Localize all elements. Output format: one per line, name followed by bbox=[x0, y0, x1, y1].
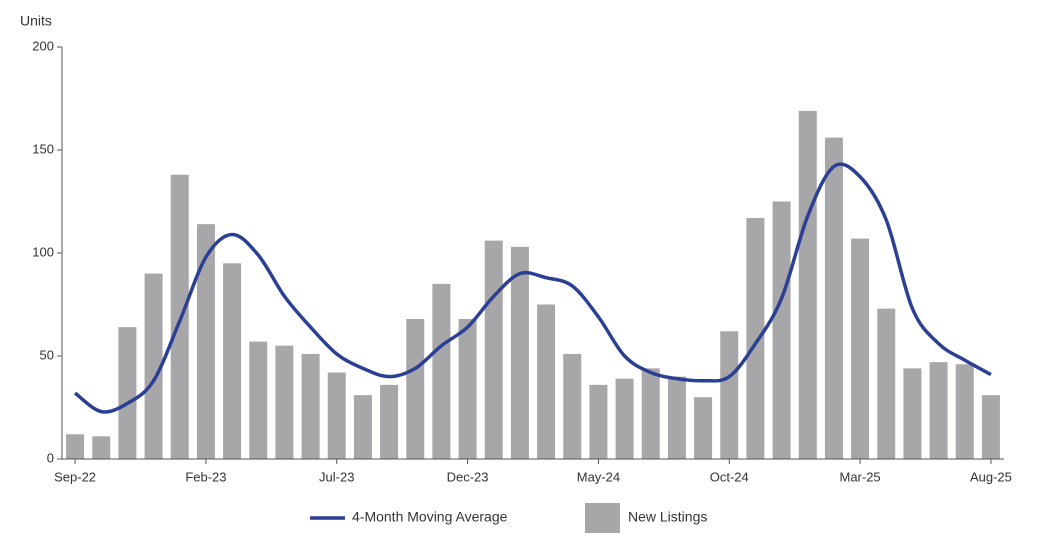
bar bbox=[877, 308, 896, 459]
y-tick-label: 200 bbox=[32, 38, 54, 53]
y-tick-label: 50 bbox=[40, 347, 54, 362]
bar bbox=[484, 240, 503, 459]
bar bbox=[275, 345, 294, 459]
bar bbox=[563, 353, 582, 459]
bar bbox=[432, 283, 451, 459]
x-tick-label: Feb-23 bbox=[185, 469, 226, 484]
bar bbox=[955, 364, 974, 459]
bar bbox=[929, 362, 948, 459]
legend-label: New Listings bbox=[628, 509, 707, 525]
x-tick-label: Oct-24 bbox=[710, 469, 749, 484]
bar bbox=[510, 246, 529, 459]
y-tick-label: 150 bbox=[32, 141, 54, 156]
bar bbox=[301, 353, 320, 459]
bar bbox=[327, 372, 346, 459]
legend-label: 4-Month Moving Average bbox=[352, 509, 508, 525]
bar bbox=[144, 273, 163, 459]
bar bbox=[667, 376, 686, 459]
x-tick-label: May-24 bbox=[577, 469, 620, 484]
line bbox=[74, 162, 992, 414]
bar bbox=[641, 368, 660, 459]
x-tick-label: Aug-25 bbox=[970, 469, 1012, 484]
bar bbox=[196, 224, 215, 459]
bar bbox=[589, 384, 608, 459]
bar bbox=[458, 318, 477, 459]
x-tick-label: Jul-23 bbox=[319, 469, 354, 484]
bar bbox=[615, 378, 634, 459]
bar bbox=[92, 436, 111, 459]
bar bbox=[824, 137, 843, 459]
bar bbox=[851, 238, 870, 459]
x-tick-label: Sep-22 bbox=[54, 469, 96, 484]
x-tick-label: Mar-25 bbox=[839, 469, 880, 484]
bar bbox=[380, 384, 399, 459]
bar bbox=[720, 331, 739, 459]
bar bbox=[537, 304, 556, 459]
y-tick-label: 0 bbox=[47, 450, 54, 465]
x-tick-label: Dec-23 bbox=[447, 469, 489, 484]
bar bbox=[249, 341, 268, 459]
y-axis-label: Units bbox=[20, 13, 52, 29]
bar bbox=[66, 434, 85, 459]
bar bbox=[223, 263, 242, 459]
bar bbox=[981, 395, 1000, 459]
bar bbox=[353, 395, 372, 459]
bar bbox=[772, 201, 791, 459]
bar bbox=[746, 217, 765, 459]
bar bbox=[798, 110, 817, 460]
bar bbox=[406, 318, 425, 459]
bar bbox=[903, 368, 922, 459]
y-tick-label: 100 bbox=[32, 244, 54, 259]
bar bbox=[694, 397, 713, 459]
bar bbox=[118, 327, 137, 459]
legend-swatch bbox=[585, 503, 620, 533]
